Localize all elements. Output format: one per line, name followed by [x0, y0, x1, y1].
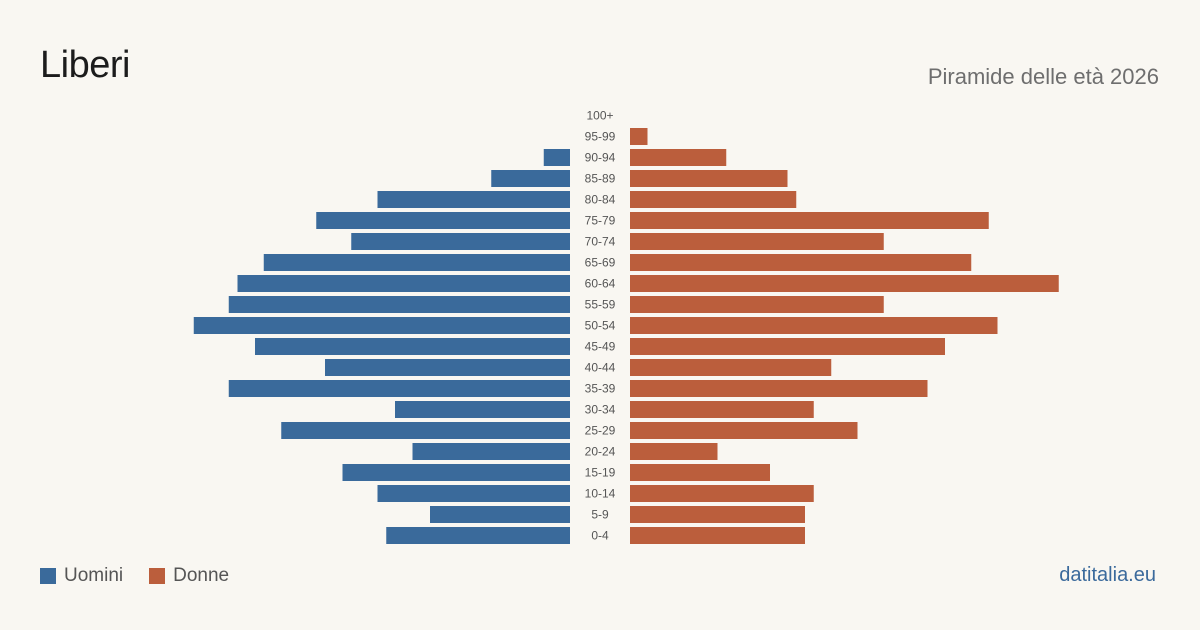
- age-label-5-9: 5-9: [591, 508, 609, 522]
- legend-item-men: Uomini: [40, 565, 123, 587]
- bar-men-55-59: [228, 296, 570, 313]
- bar-men-70-74: [351, 233, 570, 250]
- bar-women-15-19: [630, 464, 770, 481]
- age-label-70-74: 70-74: [585, 235, 616, 249]
- bar-men-20-24: [412, 443, 570, 460]
- bar-women-45-49: [630, 338, 945, 355]
- age-label-25-29: 25-29: [585, 424, 616, 438]
- brand-link[interactable]: datitalia.eu: [1059, 564, 1156, 586]
- bar-men-15-19: [342, 464, 570, 481]
- legend-label-men: Uomini: [64, 565, 124, 586]
- age-label-35-39: 35-39: [585, 382, 616, 396]
- bar-men-60-64: [237, 275, 570, 292]
- bar-women-25-29: [630, 422, 858, 439]
- bar-women-95-99: [630, 128, 648, 145]
- age-label-65-69: 65-69: [585, 256, 616, 270]
- bar-men-35-39: [228, 380, 570, 397]
- bar-women-10-14: [630, 485, 814, 502]
- age-label-80-84: 80-84: [585, 193, 616, 207]
- age-label-0-4: 0-4: [591, 529, 609, 543]
- bar-women-30-34: [630, 401, 814, 418]
- bar-men-85-89: [491, 170, 570, 187]
- bar-men-75-79: [316, 212, 570, 229]
- age-label-10-14: 10-14: [585, 487, 616, 501]
- legend-swatch-men: [40, 568, 56, 584]
- bar-women-55-59: [630, 296, 884, 313]
- age-label-75-79: 75-79: [585, 214, 616, 228]
- bar-women-90-94: [630, 149, 727, 166]
- bar-men-0-4: [386, 527, 570, 544]
- bar-men-45-49: [255, 338, 570, 355]
- age-label-60-64: 60-64: [585, 277, 616, 291]
- bar-women-70-74: [630, 233, 884, 250]
- age-label-100+: 100+: [586, 109, 613, 123]
- bar-women-85-89: [630, 170, 788, 187]
- bar-men-30-34: [395, 401, 570, 418]
- age-label-50-54: 50-54: [585, 319, 616, 333]
- bar-men-50-54: [193, 317, 570, 334]
- bar-men-80-84: [377, 191, 570, 208]
- chart-subtitle: Piramide delle età 2026: [927, 64, 1159, 89]
- legend-label-women: Donne: [173, 565, 230, 586]
- bar-men-5-9: [430, 506, 570, 523]
- bar-women-80-84: [630, 191, 797, 208]
- legend-swatch-women: [149, 568, 166, 584]
- legend-item-women: Donne: [149, 565, 229, 587]
- age-label-55-59: 55-59: [585, 298, 616, 312]
- bar-women-20-24: [630, 443, 718, 460]
- age-label-45-49: 45-49: [585, 340, 616, 354]
- bar-men-65-69: [263, 254, 570, 271]
- bar-men-25-29: [281, 422, 570, 439]
- bar-women-5-9: [630, 506, 805, 523]
- age-label-85-89: 85-89: [585, 172, 616, 186]
- chart-title: Liberi: [40, 44, 130, 86]
- legend: Uomini Donne: [40, 565, 229, 587]
- bar-women-35-39: [630, 380, 928, 397]
- bar-men-90-94: [543, 149, 570, 166]
- age-label-95-99: 95-99: [585, 130, 616, 144]
- bar-women-40-44: [630, 359, 832, 376]
- bar-men-10-14: [377, 485, 570, 502]
- bar-women-0-4: [630, 527, 805, 544]
- age-label-40-44: 40-44: [585, 361, 616, 375]
- bar-women-65-69: [630, 254, 972, 271]
- age-label-90-94: 90-94: [585, 151, 616, 165]
- bar-women-50-54: [630, 317, 998, 334]
- bar-men-40-44: [325, 359, 570, 376]
- age-label-15-19: 15-19: [585, 466, 616, 480]
- age-label-20-24: 20-24: [585, 445, 616, 459]
- bar-women-75-79: [630, 212, 989, 229]
- bar-women-60-64: [630, 275, 1059, 292]
- age-label-30-34: 30-34: [585, 403, 616, 417]
